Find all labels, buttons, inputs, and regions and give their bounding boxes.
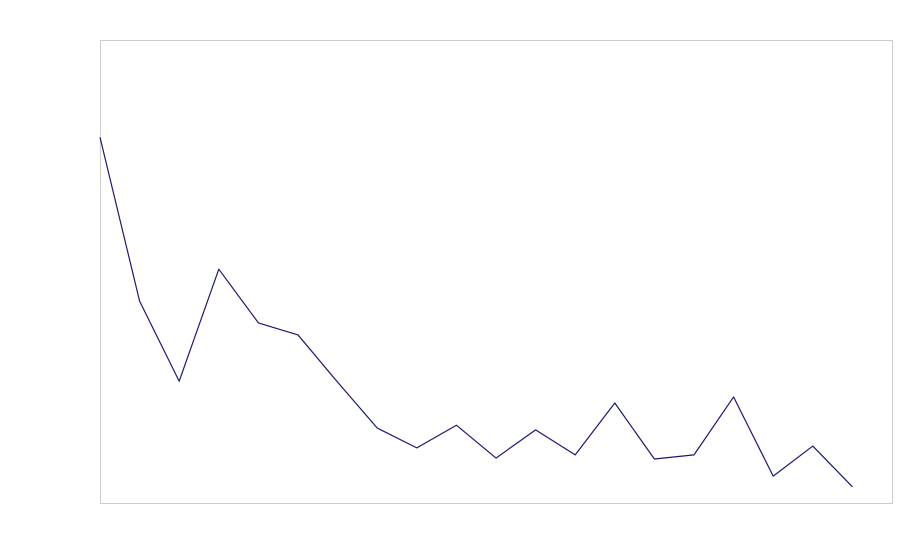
data-line — [99, 137, 853, 488]
plot-frame — [100, 40, 893, 504]
